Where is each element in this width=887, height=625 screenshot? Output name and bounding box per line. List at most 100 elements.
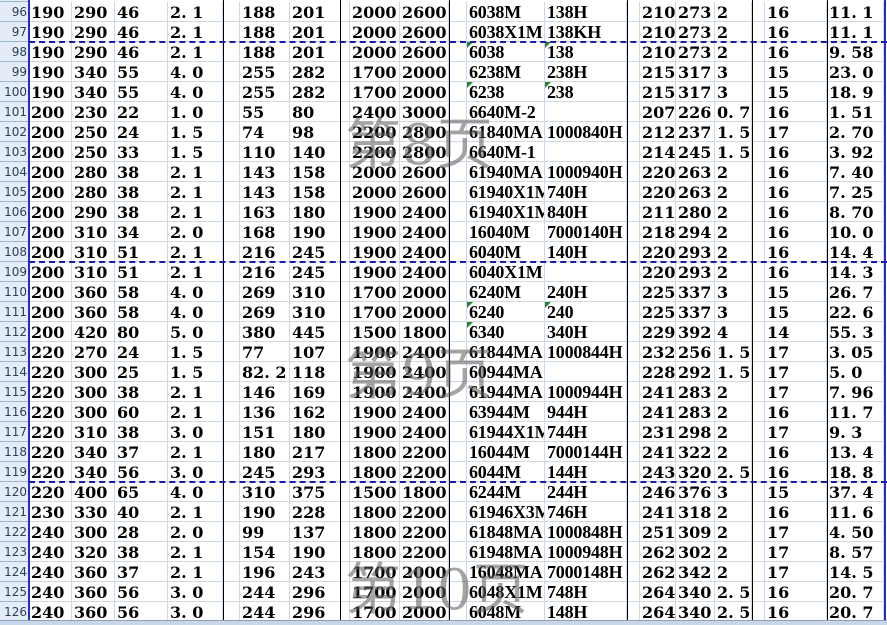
table-cell[interactable]: 220 [640,182,676,202]
table-cell[interactable]: 300 [72,522,115,542]
empty-cell[interactable] [752,462,765,482]
table-cell[interactable]: 262 [640,562,676,582]
table-cell[interactable]: 15 [765,482,827,502]
table-cell[interactable]: 16044M [467,442,545,462]
table-cell[interactable]: 210 [640,22,676,42]
empty-cell[interactable] [449,482,467,502]
table-cell[interactable]: 16 [765,202,827,222]
table-cell[interactable]: 1000848H [545,522,627,542]
empty-cell[interactable] [627,522,640,542]
table-cell[interactable]: 240 [29,582,72,602]
table-cell[interactable]: 240 [29,602,72,620]
table-cell[interactable]: 38 [115,422,168,442]
empty-cell[interactable] [627,42,640,62]
table-cell[interactable]: 7000140H [545,222,627,242]
row-header[interactable]: 121 [0,502,29,522]
empty-cell[interactable] [341,522,350,542]
empty-cell[interactable] [627,2,640,22]
table-cell[interactable]: 3. 0 [168,422,223,442]
table-cell[interactable]: 158 [290,182,341,202]
table-cell[interactable]: 5. 0 [168,322,223,342]
table-cell[interactable]: 3 [715,302,752,322]
table-cell[interactable]: 1700 [350,562,400,582]
empty-cell[interactable] [752,302,765,322]
table-cell[interactable]: 1. 5 [715,342,752,362]
table-cell[interactable]: 2200 [400,522,449,542]
table-cell[interactable]: 200 [29,302,72,322]
table-cell[interactable]: 317 [676,82,715,102]
table-cell[interactable]: 190 [290,542,341,562]
table-cell[interactable]: 2 [715,542,752,562]
empty-cell[interactable] [223,422,240,442]
empty-cell[interactable] [341,302,350,322]
table-cell[interactable]: 16 [765,442,827,462]
table-cell[interactable]: 61940X1M [467,202,545,222]
table-cell[interactable]: 9. 3 [827,422,884,442]
table-cell[interactable]: 16 [765,22,827,42]
table-cell[interactable]: 188 [240,42,290,62]
table-cell[interactable]: 228 [640,362,676,382]
empty-cell[interactable] [449,402,467,422]
table-cell[interactable]: 1. 5 [715,142,752,162]
empty-cell[interactable] [223,382,240,402]
table-cell[interactable]: 1800 [350,502,400,522]
table-cell[interactable]: 1900 [350,402,400,422]
table-cell[interactable]: 1700 [350,602,400,620]
empty-cell[interactable] [341,102,350,122]
table-cell[interactable]: 1. 5 [168,142,223,162]
table-cell[interactable]: 14. 5 [827,562,884,582]
table-cell[interactable]: 37. 4 [827,482,884,502]
empty-cell[interactable] [223,102,240,122]
empty-cell[interactable] [449,282,467,302]
table-cell[interactable]: 232 [640,342,676,362]
table-cell[interactable]: 8. 70 [827,202,884,222]
table-cell[interactable]: 310 [72,242,115,262]
table-cell[interactable]: 230 [29,502,72,522]
table-cell[interactable]: 220 [29,482,72,502]
table-cell[interactable] [545,102,627,122]
table-cell[interactable]: 99 [240,522,290,542]
row-header[interactable]: 98 [0,42,29,62]
empty-cell[interactable] [752,102,765,122]
table-cell[interactable]: 1700 [350,582,400,602]
table-cell[interactable]: 17 [765,542,827,562]
table-cell[interactable]: 243 [640,462,676,482]
table-cell[interactable]: 16 [765,42,827,62]
table-cell[interactable]: 15 [765,302,827,322]
empty-cell[interactable] [223,542,240,562]
table-cell[interactable]: 51 [115,242,168,262]
table-cell[interactable]: 212 [640,122,676,142]
empty-cell[interactable] [449,582,467,602]
table-cell[interactable] [545,142,627,162]
row-header[interactable]: 107 [0,222,29,242]
table-cell[interactable]: 310 [72,222,115,242]
table-cell[interactable]: 330 [72,502,115,522]
empty-cell[interactable] [627,282,640,302]
table-cell[interactable]: 220 [29,462,72,482]
table-cell[interactable]: 7. 40 [827,162,884,182]
empty-cell[interactable] [223,362,240,382]
row-header[interactable]: 125 [0,582,29,602]
table-cell[interactable]: 300 [72,402,115,422]
table-cell[interactable]: 180 [290,202,341,222]
row-header[interactable]: 111 [0,302,29,322]
table-cell[interactable]: 300 [72,382,115,402]
table-cell[interactable]: 2400 [400,222,449,242]
table-cell[interactable]: 180 [240,442,290,462]
table-cell[interactable]: 58 [115,302,168,322]
table-cell[interactable]: 63944M [467,402,545,422]
row-header[interactable]: 114 [0,362,29,382]
empty-cell[interactable] [449,542,467,562]
row-header[interactable]: 109 [0,262,29,282]
empty-cell[interactable] [341,2,350,22]
table-cell[interactable]: 24 [115,342,168,362]
empty-cell[interactable] [752,282,765,302]
table-cell[interactable]: 2000 [400,82,449,102]
table-cell[interactable]: 80 [290,102,341,122]
table-cell[interactable]: 1000948H [545,542,627,562]
empty-cell[interactable] [341,602,350,620]
empty-cell[interactable] [341,82,350,102]
empty-cell[interactable] [341,42,350,62]
table-cell[interactable]: 6048X1M [467,582,545,602]
table-cell[interactable]: 2200 [400,442,449,462]
